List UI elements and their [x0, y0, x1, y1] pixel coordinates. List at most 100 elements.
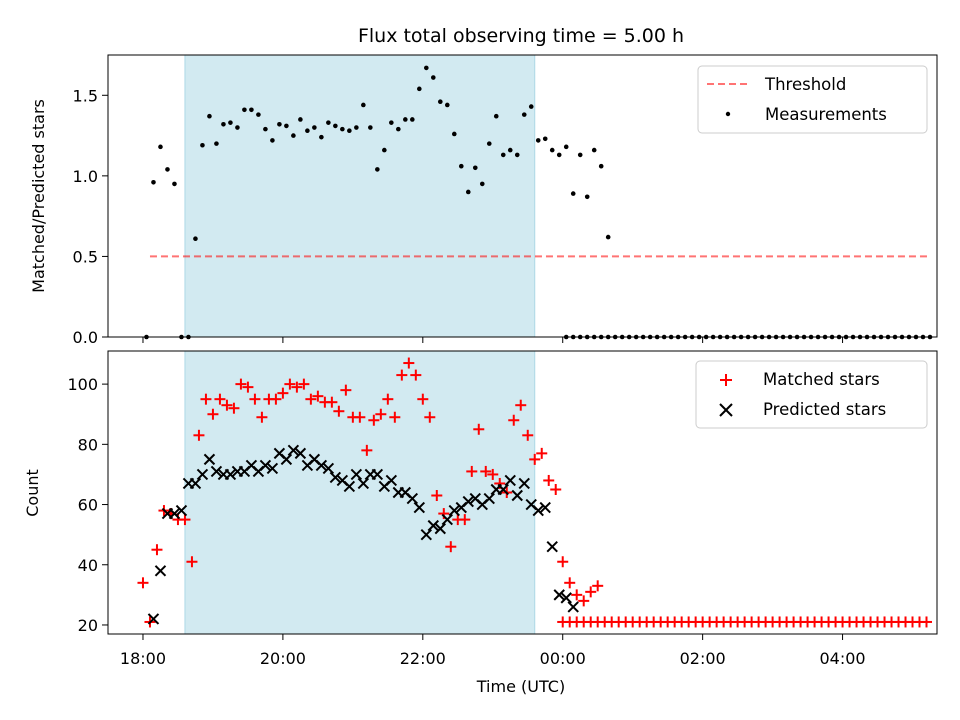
predicted-star-marker [483, 492, 495, 505]
bottom-x-tick-label: 02:00 [680, 649, 726, 668]
matched-star-marker [354, 411, 366, 423]
measurement-point [193, 236, 198, 242]
matched-star-marker [592, 580, 604, 592]
matched-star-marker [242, 381, 254, 393]
predicted-star-marker [168, 507, 181, 520]
predicted-star-marker [462, 495, 474, 508]
predicted-star-marker [511, 489, 523, 502]
matched-star-marker [389, 411, 401, 423]
measurement-point [221, 121, 226, 127]
matched-star-marker [291, 381, 303, 393]
measurement-point [598, 163, 604, 169]
top-y-tick-label: 0.5 [73, 247, 98, 266]
measurement-point [151, 180, 156, 185]
measurement-point [514, 152, 520, 158]
bottom-y-tick-label: 100 [67, 375, 98, 394]
measurement-point [486, 141, 492, 146]
predicted-star-marker [504, 474, 516, 487]
bottom-window-band [184, 350, 536, 635]
matched-star-marker [340, 384, 352, 396]
measurement-point [479, 181, 485, 187]
matched-star-marker [410, 369, 422, 381]
matched-star-marker [585, 586, 597, 598]
measurement-point [528, 104, 534, 109]
measurement-point [605, 234, 611, 240]
measurement-point [207, 113, 212, 119]
matched-star-marker [200, 393, 212, 405]
bottom-x-tick-label: 00:00 [540, 649, 586, 668]
measurement-point [256, 112, 261, 117]
predicted-star-marker [343, 480, 356, 493]
predicted-star-marker [189, 477, 202, 490]
matched-star-marker [536, 447, 548, 459]
bottom-y-tick-label: 40 [78, 556, 98, 575]
measurement-point [584, 194, 590, 200]
predicted-star-marker [427, 519, 440, 532]
top-y-tick-label: 0.0 [73, 328, 98, 347]
top-y-tick-label: 1.0 [73, 167, 98, 186]
predicted-legend-swatch [719, 403, 733, 417]
matched-star-marker [445, 541, 457, 553]
predicted-star-marker [518, 477, 530, 490]
matched-star-marker [564, 577, 576, 589]
matched-star-markers [137, 357, 933, 628]
bottom-observing-window [184, 350, 536, 635]
matched-star-marker [466, 465, 478, 477]
matched-star-marker [571, 589, 583, 601]
predicted-star-marker [560, 592, 572, 604]
matched-star-marker [277, 387, 289, 399]
measurement-point [570, 191, 576, 196]
top-y-axis-label: Matched/Predicted stars [29, 99, 48, 293]
matched-star-marker [235, 378, 247, 390]
measurement-point [200, 142, 205, 148]
threshold-legend-label: Threshold [764, 75, 846, 94]
measurement-point [326, 120, 331, 125]
matched-star-marker [396, 369, 408, 381]
bottom-y-tick-label: 20 [78, 616, 98, 635]
measurement-point [500, 152, 506, 158]
measurement-point [410, 117, 415, 122]
predicted-star-marker [420, 528, 433, 541]
measurement-point [542, 136, 548, 142]
predicted-star-marker [539, 501, 551, 514]
measurement-point [172, 181, 177, 187]
top-window-band [184, 54, 536, 338]
predicted-star-markers [147, 444, 579, 625]
measurement-point [242, 107, 247, 113]
bottom-axes-frame [107, 350, 938, 635]
matched-star-marker [256, 411, 268, 423]
x-axis-label: Time (UTC) [476, 677, 565, 696]
matched-star-marker [578, 595, 590, 607]
measurement-point [235, 125, 240, 130]
measurement-point [382, 147, 387, 153]
predicted-star-marker [441, 513, 454, 526]
predicted-star-marker [329, 471, 342, 484]
predicted-star-marker [350, 468, 363, 481]
predicted-star-marker [154, 565, 167, 577]
measurement-point [465, 189, 471, 195]
predicted-star-marker [413, 501, 426, 514]
chart-title: Flux total observing time = 5.00 h [358, 25, 684, 47]
matched-star-marker [473, 423, 485, 435]
predicted-star-marker [294, 447, 307, 460]
matched-star-marker [921, 616, 933, 628]
matched-star-marker [214, 393, 226, 405]
measurement-point [424, 65, 429, 71]
predicted-star-marker [175, 504, 188, 517]
top-x-axis [142, 337, 844, 343]
matched-star-marker [550, 483, 562, 495]
measurement-point [389, 120, 394, 125]
matched-star-marker [333, 405, 345, 417]
measurement-point [347, 128, 352, 134]
matched-star-marker [186, 556, 198, 568]
matched-star-marker [480, 465, 492, 477]
predicted-star-marker [287, 444, 300, 457]
bottom-x-tick-label: 04:00 [820, 649, 866, 668]
bottom-x-axis: 18:00 20:00 22:00 00:00 02:00 04:00 [120, 634, 866, 668]
measurement-point [375, 167, 380, 172]
bottom-panel: 20 40 60 80 100 18:00 20:00 22:00 00:00 02:00 04:… [23, 350, 938, 696]
measurement-point [417, 86, 422, 92]
measurement-point [437, 99, 443, 105]
predicted-legend-label: Predicted stars [763, 400, 886, 419]
predicted-star-marker [371, 468, 384, 481]
